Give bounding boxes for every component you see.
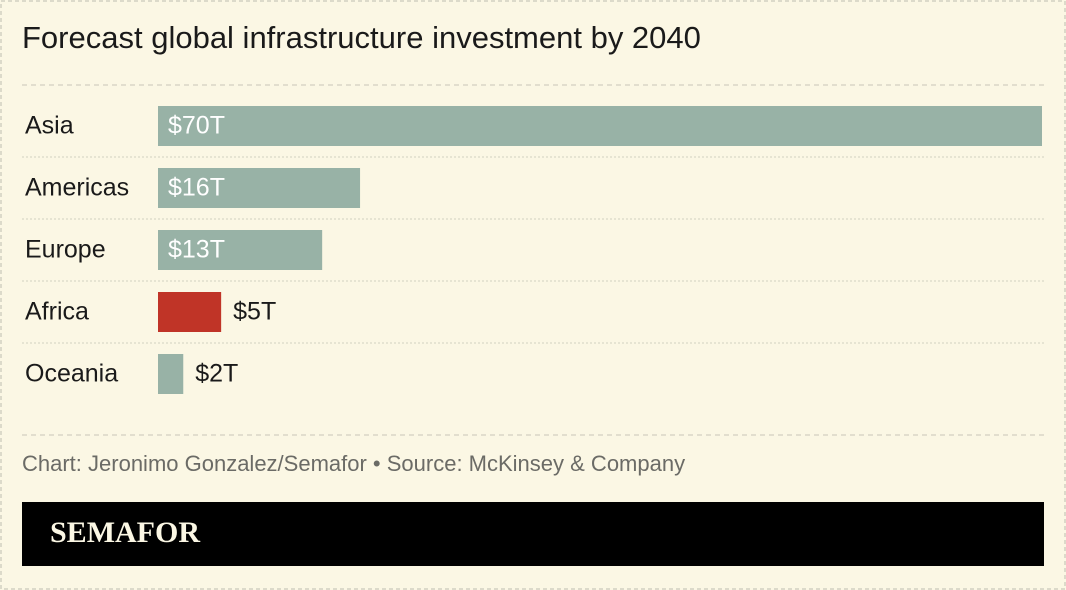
bar (158, 168, 361, 208)
brand-logo: SEMAFOR (50, 516, 200, 549)
value-label: $5T (233, 298, 276, 326)
value-label: $2T (195, 360, 238, 388)
bar (158, 230, 323, 270)
category-label: Europe (25, 236, 106, 264)
category-label: Americas (25, 174, 129, 202)
value-label: $16T (168, 174, 225, 202)
chart-title: Forecast global infrastructure investmen… (22, 20, 701, 55)
brand-bar (22, 502, 1044, 566)
value-label: $70T (168, 112, 225, 140)
bar (158, 354, 184, 394)
value-label: $13T (168, 236, 225, 264)
source-note: Chart: Jeronimo Gonzalez/Semafor • Sourc… (22, 451, 685, 476)
category-label: Oceania (25, 360, 118, 388)
bar (158, 106, 1042, 146)
bar (158, 292, 222, 332)
category-label: Africa (25, 298, 89, 326)
category-label: Asia (25, 112, 74, 140)
